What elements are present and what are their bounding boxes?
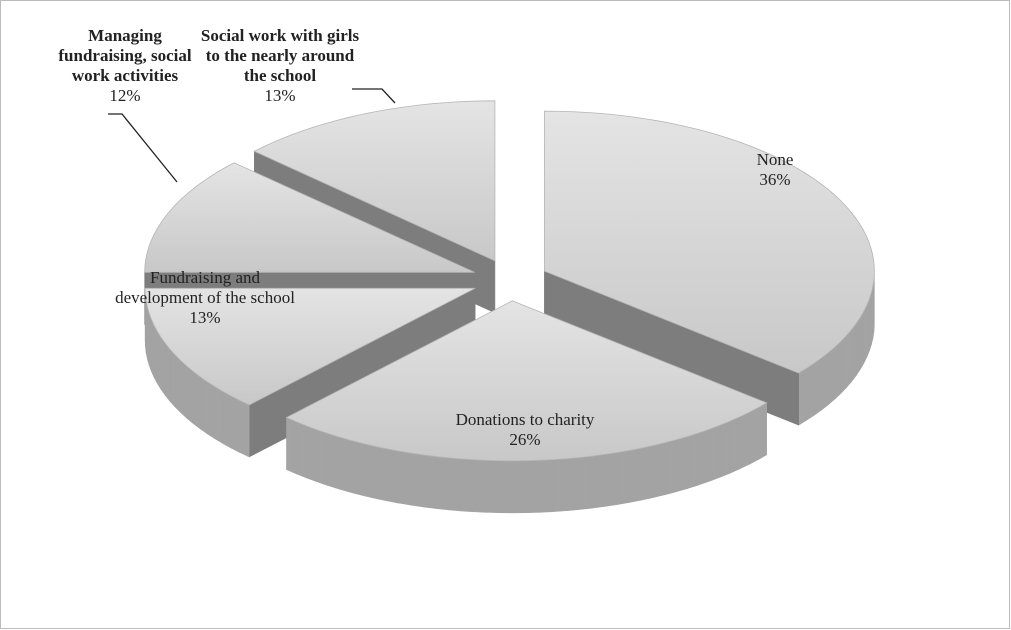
slice-side	[286, 417, 297, 475]
slice-side	[821, 351, 830, 411]
slice-side	[664, 439, 677, 496]
slice-side	[719, 420, 731, 478]
leader-line	[108, 113, 178, 183]
pie-slice	[144, 162, 475, 273]
slice-side	[565, 457, 579, 512]
leader-line	[352, 88, 396, 104]
slice-side	[192, 370, 201, 430]
slice-group	[285, 300, 768, 514]
slice-side	[846, 328, 852, 389]
pie-slice	[543, 110, 875, 374]
slice-side	[361, 442, 374, 499]
slice-label: Social work with girls to the nearly aro…	[195, 26, 365, 106]
slice-side	[174, 353, 181, 414]
category-name: Donations to charity	[455, 410, 595, 429]
slice-side	[434, 456, 449, 511]
slice-side	[169, 348, 176, 408]
slice-side	[513, 460, 527, 514]
slice-side	[409, 452, 423, 508]
slice-side	[372, 445, 386, 501]
slice-side	[814, 357, 823, 416]
slice-label: Fundraising and development of the schoo…	[110, 268, 300, 328]
slice-side	[473, 459, 488, 513]
slice-side	[578, 455, 592, 510]
category-name: Social work with girls to the nearly aro…	[200, 26, 360, 85]
slice-side	[206, 381, 215, 440]
category-name: Managing fundraising, social work activi…	[58, 26, 192, 85]
slice-side	[552, 458, 567, 512]
slice-side	[641, 445, 654, 501]
slice-side	[349, 439, 362, 496]
slice-side	[460, 458, 475, 513]
slice-side	[384, 448, 398, 504]
slice-side	[295, 421, 307, 479]
slice-side	[164, 342, 171, 402]
pie-slice	[285, 300, 768, 462]
slice-side	[628, 447, 642, 503]
slice-group	[543, 110, 875, 426]
slice-side	[397, 450, 411, 506]
slice-side	[186, 365, 194, 424]
slice-side	[806, 362, 815, 421]
category-name: None	[756, 150, 794, 169]
slice-side	[859, 310, 865, 371]
pie-slice	[144, 287, 476, 406]
value-label: 12%	[109, 86, 141, 105]
slice-label: None 36%	[715, 150, 835, 190]
slice-side	[422, 454, 436, 509]
slice-side	[869, 292, 872, 352]
slice-side	[156, 330, 162, 391]
slice-side	[687, 432, 700, 489]
slice-side	[306, 425, 318, 483]
slice-side	[834, 340, 842, 400]
slice-label: Donations to charity 26%	[405, 410, 645, 450]
slice-side	[729, 416, 741, 474]
slice-side	[338, 436, 351, 493]
pie-slice	[253, 100, 496, 262]
slice-side	[739, 411, 750, 470]
slice-side	[851, 322, 857, 383]
slice-side	[499, 460, 514, 514]
slice-side	[698, 428, 710, 486]
slice-side	[199, 375, 208, 435]
slice-side	[757, 402, 767, 461]
slice-side	[160, 336, 166, 397]
slice-side	[316, 429, 328, 486]
slice-side	[603, 452, 618, 507]
slice-side	[863, 305, 868, 364]
slice-side	[180, 359, 187, 419]
slice-side	[222, 390, 232, 449]
slice-side	[855, 316, 861, 377]
slice-side	[616, 450, 630, 506]
slice-side	[840, 334, 847, 394]
slice-side	[447, 457, 462, 512]
value-label: 36%	[759, 170, 791, 189]
slice-side	[486, 460, 501, 514]
category-name: Fundraising and development of the schoo…	[115, 268, 295, 307]
slice-side	[828, 346, 836, 405]
value-label: 13%	[264, 86, 296, 105]
slice-side	[676, 435, 689, 493]
slice-label: Managing fundraising, social work activi…	[45, 26, 205, 106]
slice-side	[591, 454, 605, 509]
slice-side	[866, 298, 870, 358]
value-label: 26%	[509, 430, 541, 449]
slice-side	[539, 459, 554, 513]
slice-side	[798, 367, 808, 426]
slice-side	[327, 432, 339, 490]
slice-side	[230, 395, 241, 454]
slice-side	[239, 400, 250, 458]
slice-side	[214, 386, 224, 444]
slice-side	[653, 442, 666, 498]
slice-side	[748, 407, 759, 465]
value-label: 13%	[189, 308, 221, 327]
slice-side	[153, 325, 158, 384]
slice-side	[526, 460, 540, 514]
slice-side	[709, 424, 721, 482]
